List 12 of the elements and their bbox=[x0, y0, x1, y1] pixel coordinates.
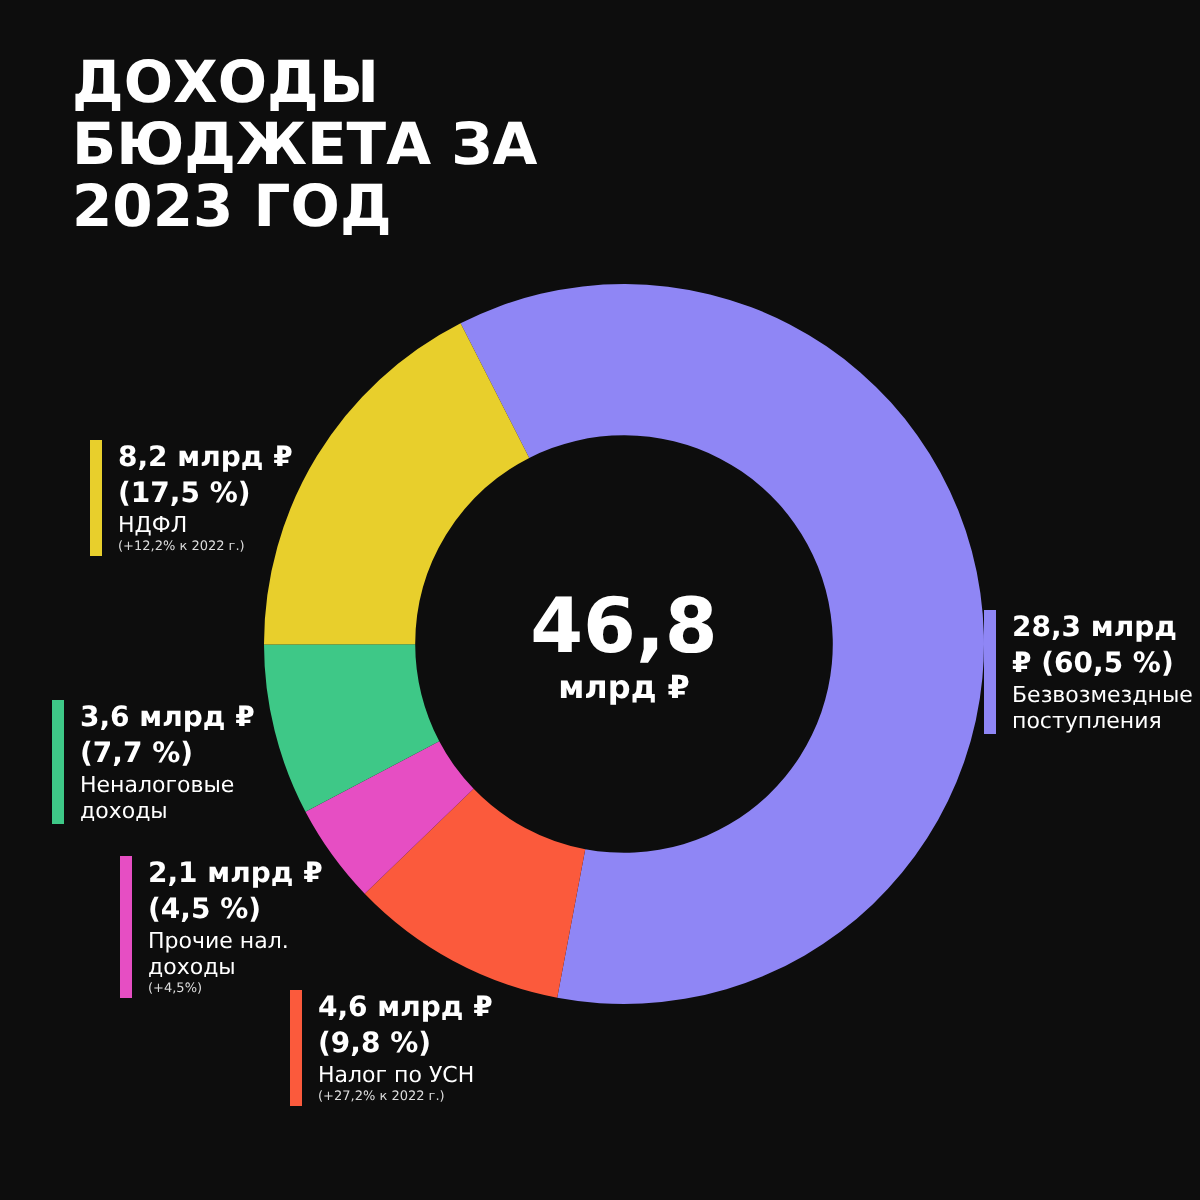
data-label: 4,6 млрд ₽ (9,8 %) bbox=[318, 990, 495, 1062]
slice-label: НДФЛ bbox=[118, 512, 190, 538]
data-label: 8,2 млрд ₽ (17,5 %) bbox=[118, 440, 295, 512]
text: 46,8 млрд ₽ bbox=[528, 582, 720, 706]
data-label: 3,6 млрд ₽ (7,7 %) bbox=[80, 700, 257, 772]
data-label: 2,1 млрд ₽ (4,5 %) bbox=[148, 856, 325, 928]
data-label: 28,3 млрд ₽ (60,5 %) bbox=[1012, 610, 1179, 682]
slice-label: Налог по УСН bbox=[318, 1062, 477, 1088]
slice-label: Прочие нал. доходы bbox=[148, 928, 291, 980]
chart-title: ДОХОДЫ БЮДЖЕТА ЗА 2023 ГОД bbox=[72, 48, 540, 240]
slice-label: Неналоговые доходы bbox=[80, 772, 237, 824]
slice-label: Безвозмездные поступления bbox=[1012, 682, 1193, 734]
